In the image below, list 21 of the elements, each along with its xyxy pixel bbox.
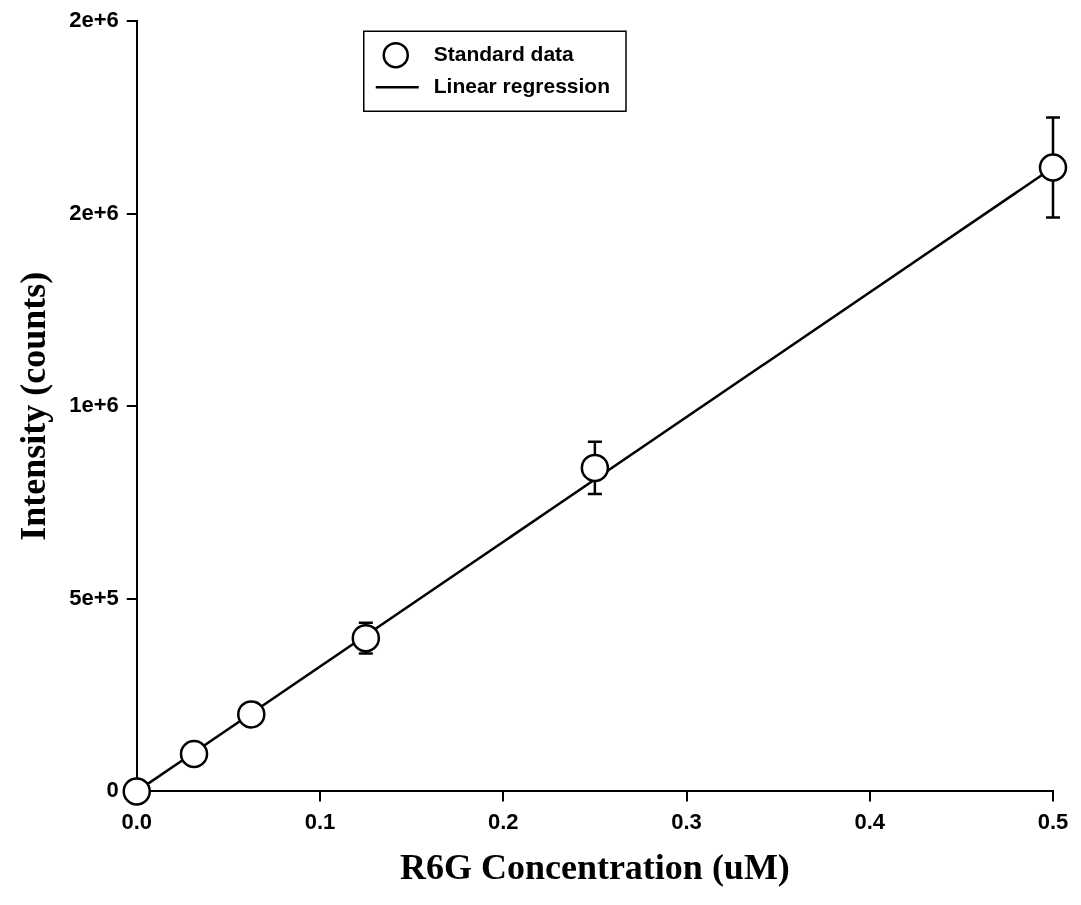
x-tick-label: 0.1 <box>304 808 336 834</box>
point <box>351 623 381 653</box>
y-tick-label: 5e+5 <box>69 584 119 610</box>
y-tick-label: 2e+6 <box>69 199 119 225</box>
point <box>122 777 151 806</box>
x-tick-label: 0.3 <box>671 808 702 834</box>
y-tick-label: 2e+6 <box>69 7 119 33</box>
y-axis-title: Intensity (counts) <box>12 271 53 541</box>
y-tick-label: 0 <box>106 777 119 803</box>
point <box>1038 153 1068 182</box>
x-tick-label: 0.0 <box>121 808 153 834</box>
legend-label: Linear regression <box>433 74 610 97</box>
point <box>580 453 610 483</box>
x-tick-label: 0.4 <box>854 808 886 834</box>
x-tick-label: 0.5 <box>1037 808 1069 834</box>
x-tick-label: 0.2 <box>487 808 519 834</box>
point <box>237 700 266 729</box>
point <box>179 739 209 769</box>
x-axis-title: R6G Concentration (uM) <box>399 846 790 887</box>
legend-label: Standard data <box>433 42 575 65</box>
y-tick-label: 1e+6 <box>69 392 119 418</box>
